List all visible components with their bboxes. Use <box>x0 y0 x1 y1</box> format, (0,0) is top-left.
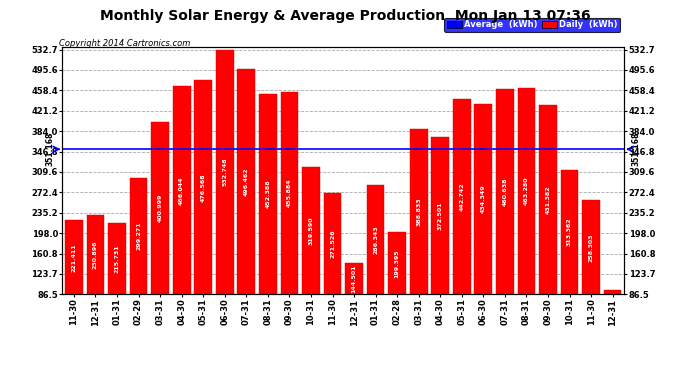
Text: 230.896: 230.896 <box>93 240 98 269</box>
Bar <box>496 89 513 294</box>
Text: 452.388: 452.388 <box>266 180 270 209</box>
Text: 434.349: 434.349 <box>481 184 486 213</box>
Bar <box>216 50 234 294</box>
Legend: Average  (kWh), Daily  (kWh): Average (kWh), Daily (kWh) <box>444 18 620 32</box>
Text: 466.044: 466.044 <box>179 176 184 204</box>
Bar <box>582 200 600 294</box>
Text: 476.568: 476.568 <box>201 173 206 202</box>
Bar <box>195 80 212 294</box>
Text: 258.303: 258.303 <box>589 233 593 261</box>
Text: 351.168: 351.168 <box>46 132 55 166</box>
Text: Copyright 2014 Cartronics.com: Copyright 2014 Cartronics.com <box>59 39 190 48</box>
Bar <box>388 232 406 294</box>
Text: Monthly Solar Energy & Average Production  Mon Jan 13 07:36: Monthly Solar Energy & Average Productio… <box>99 9 591 23</box>
Bar <box>237 69 255 294</box>
Text: 319.590: 319.590 <box>308 216 313 245</box>
Text: 463.280: 463.280 <box>524 177 529 205</box>
Bar <box>475 104 492 294</box>
Text: 313.362: 313.362 <box>567 218 572 246</box>
Bar <box>453 99 471 294</box>
Bar <box>281 92 298 294</box>
Text: 388.833: 388.833 <box>416 197 421 226</box>
Bar <box>604 290 622 294</box>
Bar <box>130 178 148 294</box>
Bar <box>259 94 277 294</box>
Bar <box>108 224 126 294</box>
Text: 400.999: 400.999 <box>157 194 163 222</box>
Bar <box>410 129 428 294</box>
Text: 299.271: 299.271 <box>136 222 141 251</box>
Bar <box>431 138 449 294</box>
Text: 286.343: 286.343 <box>373 225 378 254</box>
Bar <box>65 220 83 294</box>
Bar <box>324 193 342 294</box>
Text: 372.501: 372.501 <box>437 202 443 230</box>
Bar <box>367 185 384 294</box>
Bar <box>561 170 578 294</box>
Text: 215.731: 215.731 <box>115 244 119 273</box>
Text: 455.884: 455.884 <box>287 179 292 207</box>
Bar <box>302 166 319 294</box>
Text: 199.395: 199.395 <box>395 249 400 278</box>
Text: 271.526: 271.526 <box>330 230 335 258</box>
Text: 532.748: 532.748 <box>222 158 227 186</box>
Text: 221.411: 221.411 <box>72 243 77 272</box>
Bar <box>173 86 190 294</box>
Text: 460.638: 460.638 <box>502 177 507 206</box>
Bar <box>518 88 535 294</box>
Bar <box>151 122 169 294</box>
Text: 144.501: 144.501 <box>351 264 357 293</box>
Bar <box>539 105 557 294</box>
Text: 351.168: 351.168 <box>632 132 641 166</box>
Text: 496.462: 496.462 <box>244 168 249 196</box>
Bar <box>345 262 363 294</box>
Text: 431.382: 431.382 <box>546 186 551 214</box>
Bar <box>87 215 104 294</box>
Text: 442.742: 442.742 <box>460 182 464 211</box>
